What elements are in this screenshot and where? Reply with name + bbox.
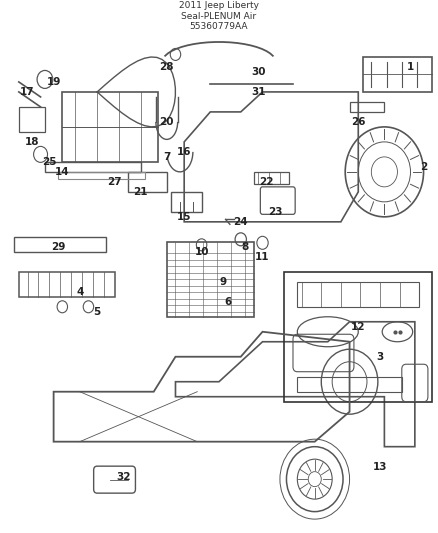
Text: 10: 10 <box>194 247 209 257</box>
Text: 27: 27 <box>107 177 122 187</box>
Text: 31: 31 <box>251 87 265 97</box>
Text: 13: 13 <box>373 462 387 472</box>
Text: 18: 18 <box>25 137 39 147</box>
Text: 1: 1 <box>407 62 414 72</box>
Text: 30: 30 <box>251 67 265 77</box>
Text: 29: 29 <box>51 242 65 252</box>
Text: 26: 26 <box>351 117 366 127</box>
Text: 4: 4 <box>76 287 83 297</box>
Text: 9: 9 <box>220 277 227 287</box>
Text: 3: 3 <box>376 352 384 362</box>
Title: 2011 Jeep Liberty
Seal-PLENUM Air
55360779AA: 2011 Jeep Liberty Seal-PLENUM Air 553607… <box>179 2 259 31</box>
Text: 17: 17 <box>20 87 35 97</box>
Text: 2: 2 <box>420 162 427 172</box>
Text: 20: 20 <box>159 117 174 127</box>
Text: 7: 7 <box>163 152 170 162</box>
Text: 25: 25 <box>42 157 57 167</box>
Text: 22: 22 <box>260 177 274 187</box>
Text: 6: 6 <box>224 297 231 307</box>
Text: 5: 5 <box>93 307 101 317</box>
Text: 23: 23 <box>268 207 283 217</box>
Text: 16: 16 <box>177 147 191 157</box>
Text: 28: 28 <box>159 62 174 72</box>
Text: 32: 32 <box>116 472 131 482</box>
Text: 12: 12 <box>351 322 366 332</box>
Text: 8: 8 <box>241 242 249 252</box>
Text: 11: 11 <box>255 252 270 262</box>
Text: 24: 24 <box>233 217 248 227</box>
Text: 14: 14 <box>55 167 70 177</box>
Text: 15: 15 <box>177 212 191 222</box>
Text: 19: 19 <box>46 77 61 87</box>
Text: 21: 21 <box>134 187 148 197</box>
